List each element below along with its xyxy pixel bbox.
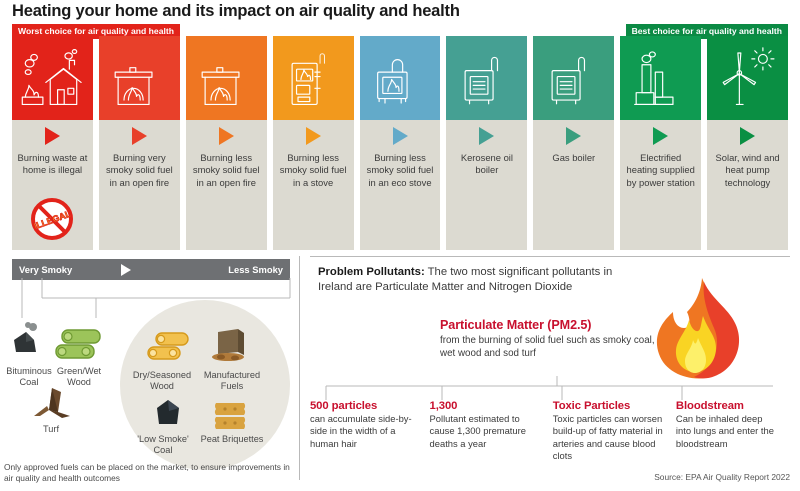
- heating-option-label: Burning less smoky solid fuel in a stove: [279, 152, 347, 188]
- heating-option-label: Electrified heating supplied by power st…: [626, 152, 695, 188]
- less-smoky-fuels-circle: [120, 300, 290, 470]
- rank-arrow-icon: [740, 127, 756, 145]
- wind-turbine-sun-icon: [707, 36, 789, 120]
- pollutant-fact: 1,300 Pollutant estimated to cause 1,300…: [430, 400, 553, 463]
- fuel-label: Green/Wet Wood: [56, 366, 102, 388]
- heating-option-body: Burning waste at home is illegal ILLEGAL: [12, 120, 93, 250]
- pollutants-intro: Problem Pollutants: The two most signifi…: [318, 265, 648, 295]
- fuel-label: Dry/Seasoned Wood: [132, 370, 192, 392]
- dry-wood-logs-icon: [142, 328, 198, 373]
- fact-connector-brackets: [325, 376, 773, 400]
- eco-stove-icon: [359, 36, 441, 120]
- heating-option-label: Solar, wind and heat pump technology: [715, 152, 780, 188]
- pollutant-fact-heading: Bloodstream: [675, 400, 744, 412]
- scale-connector-lines: [21, 278, 291, 318]
- heating-option-card[interactable]: Electrified heating supplied by power st…: [620, 36, 702, 250]
- heating-option-body: Burning very smoky solid fuel in an open…: [98, 120, 180, 250]
- heating-option-body: Electrified heating supplied by power st…: [620, 120, 702, 250]
- rank-arrow-icon: [566, 127, 582, 145]
- pollutant-fact: Toxic Particles Toxic particles can wors…: [553, 400, 676, 463]
- pollutant-fact: 500 particles can accumulate side-by-sid…: [310, 400, 430, 463]
- rank-arrow-icon: [44, 127, 60, 145]
- low-smoke-coal-icon: [148, 396, 188, 437]
- rank-arrow-icon: [131, 127, 147, 145]
- pollutant-fact-heading: 1,300: [429, 400, 458, 412]
- open-fire-icon: [185, 36, 267, 120]
- heating-option-label: Kerosene oil boiler: [460, 152, 513, 176]
- fuel-label: Bituminous Coal: [6, 366, 52, 388]
- heating-options-row: Burning waste at home is illegal ILLEGAL: [12, 36, 789, 250]
- gas-boiler-icon: [533, 36, 615, 120]
- pollutants-intro-rest: The two most significant pollutants in I…: [318, 266, 613, 293]
- heating-option-label: Burning very smoky solid fuel in an open…: [105, 152, 173, 188]
- heating-option-body: Solar, wind and heat pump technology: [707, 120, 789, 250]
- pollutant-fact-body: Pollutant estimated to cause 1,300 prema…: [429, 413, 526, 449]
- fuel-label: 'Low Smoke' Coal: [137, 434, 189, 456]
- pollutant-fact-body: Toxic particles can worsen build-up of f…: [552, 413, 663, 462]
- scale-label-less-smoky: Less Smoky: [228, 264, 283, 275]
- open-fire-icon: [98, 36, 180, 120]
- pollutant-fact-heading: 500 particles: [310, 400, 378, 412]
- source-credit: Source: EPA Air Quality Report 2022: [654, 472, 790, 482]
- pollutant-fact-heading: Toxic Particles: [552, 400, 631, 412]
- power-station-icon: [620, 36, 702, 120]
- heating-option-body: Gas boiler: [533, 120, 615, 250]
- heating-option-label: Burning less smoky solid fuel in an eco …: [366, 152, 434, 188]
- stove-icon: [272, 36, 354, 120]
- scale-arrow-icon: [120, 263, 131, 276]
- rank-arrow-icon: [305, 127, 321, 145]
- heating-option-card[interactable]: Burning waste at home is illegal ILLEGAL: [12, 36, 93, 250]
- page-title: Heating your home and its impact on air …: [12, 2, 460, 20]
- boiler-icon: [446, 36, 528, 120]
- heating-option-label: Burning less smoky solid fuel in an open…: [192, 152, 260, 188]
- heating-option-label: Burning waste at home is illegal: [17, 152, 88, 176]
- heating-option-card[interactable]: Burning very smoky solid fuel in an open…: [98, 36, 180, 250]
- heating-option-body: Burning less smoky solid fuel in an eco …: [359, 120, 441, 250]
- fuel-label: Peat Briquettes: [200, 434, 264, 444]
- wood-logs-icon: [52, 324, 108, 369]
- pollutant-facts-row: 500 particles can accumulate side-by-sid…: [310, 400, 790, 463]
- less-smoky-fuels-group: Dry/Seasoned Wood Manufactured Fuels 'Lo…: [120, 300, 290, 470]
- particulate-matter-title: Particulate Matter (PM2.5): [440, 318, 592, 332]
- heating-option-label: Gas boiler: [552, 152, 596, 163]
- heating-option-card[interactable]: Solar, wind and heat pump technology: [707, 36, 789, 250]
- very-smoky-fuels-group: Bituminous Coal Green/Wet Wood Turf: [4, 320, 124, 450]
- rank-arrow-icon: [479, 127, 495, 145]
- pollutant-fact: Bloodstream Can be inhaled deep into lun…: [676, 400, 790, 463]
- fuel-label: Turf: [43, 424, 59, 434]
- heating-option-body: Burning less smoky solid fuel in an open…: [185, 120, 267, 250]
- particulate-matter-subtitle: from the burning of solid fuel such as s…: [440, 335, 655, 359]
- flame-icon: [656, 278, 740, 379]
- problem-pollutants-panel: Problem Pollutants: The two most signifi…: [310, 256, 790, 481]
- coal-lump-icon: [6, 320, 46, 365]
- rank-arrow-icon: [653, 127, 669, 145]
- fuel-label: Manufactured Fuels: [203, 370, 261, 392]
- turf-sods-icon: [30, 386, 80, 425]
- pollutants-intro-bold: Problem Pollutants:: [318, 266, 425, 278]
- rank-arrow-icon: [218, 127, 234, 145]
- heating-option-card[interactable]: Kerosene oil boiler: [446, 36, 528, 250]
- panel-top-rule: [310, 256, 790, 257]
- illegal-stamp-icon: ILLEGAL: [30, 197, 74, 246]
- heating-option-body: Kerosene oil boiler: [446, 120, 528, 250]
- vertical-divider: [299, 256, 300, 480]
- heating-option-card[interactable]: Burning less smoky solid fuel in an open…: [185, 36, 267, 250]
- pollutant-fact-body: can accumulate side-by-side in the width…: [310, 413, 412, 449]
- scale-label-very-smoky: Very Smoky: [19, 264, 73, 275]
- best-choice-badge: Best choice for air quality and health: [625, 24, 788, 39]
- peat-briquette-icon: [206, 398, 254, 439]
- pollutant-fact-body: Can be inhaled deep into lungs and enter…: [675, 413, 774, 449]
- heating-option-body: Burning less smoky solid fuel in a stove: [272, 120, 354, 250]
- worst-choice-badge: Worst choice for air quality and health: [12, 24, 180, 39]
- smokiness-scale-bar: Very Smoky Less Smoky: [12, 259, 290, 280]
- house-burning-waste-icon: [12, 36, 93, 120]
- footer-note: Only approved fuels can be placed on the…: [4, 462, 290, 483]
- manufactured-fuel-icon: [204, 324, 252, 369]
- heating-option-card[interactable]: Gas boiler: [533, 36, 615, 250]
- rank-arrow-icon: [392, 127, 408, 145]
- heating-option-card[interactable]: Burning less smoky solid fuel in an eco …: [359, 36, 441, 250]
- heating-option-card[interactable]: Burning less smoky solid fuel in a stove: [272, 36, 354, 250]
